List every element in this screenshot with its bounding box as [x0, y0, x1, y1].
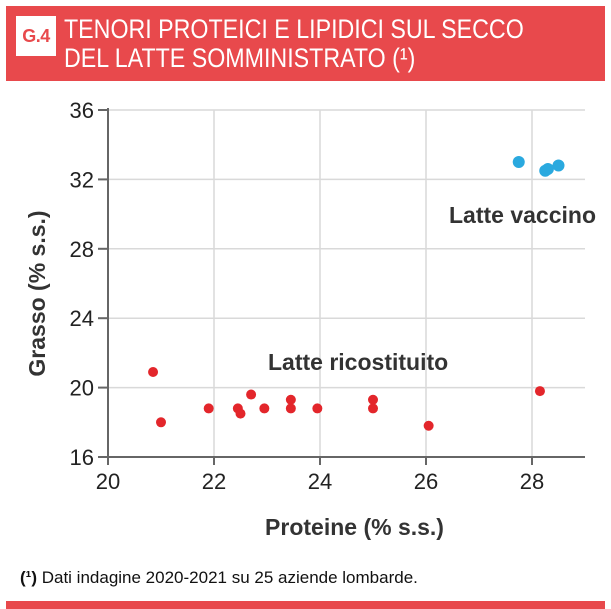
chart-title-line-1: TENORI PROTEICI E LIPIDICI SUL SECCO — [64, 14, 524, 44]
data-point — [259, 403, 270, 414]
chart-header: G.4 TENORI PROTEICI E LIPIDICI SUL SECCO… — [6, 6, 605, 81]
data-point — [235, 408, 246, 419]
y-tick-label: 20 — [70, 376, 94, 401]
x-tick-label: 28 — [520, 469, 544, 494]
data-point — [368, 403, 378, 414]
x-tick-label: 20 — [96, 469, 120, 494]
x-tick-label: 24 — [308, 469, 332, 494]
data-point — [285, 394, 296, 405]
figure-badge: G.4 — [16, 16, 56, 56]
y-tick-label: 24 — [70, 306, 94, 331]
data-point — [203, 403, 214, 414]
data-point — [246, 389, 257, 400]
x-axis-title: Proteine (% s.s.) — [265, 514, 444, 540]
data-point — [552, 159, 565, 172]
y-axis-title: Grasso (% s.s.) — [24, 210, 50, 376]
y-tick-label: 32 — [70, 167, 94, 192]
data-point — [156, 417, 166, 428]
data-point — [148, 366, 159, 377]
data-point — [512, 156, 525, 169]
footnote: (¹) Dati indagine 2020-2021 su 25 aziend… — [20, 568, 418, 588]
chart-title: TENORI PROTEICI E LIPIDICI SUL SECCO DEL… — [64, 15, 528, 73]
data-point — [423, 420, 434, 431]
y-tick-label: 36 — [70, 98, 94, 123]
data-point — [541, 162, 554, 175]
series-label-ricostituito: Latte ricostituito — [268, 349, 448, 375]
bottom-rule — [6, 601, 605, 609]
data-point — [312, 403, 323, 414]
data-point — [285, 403, 296, 414]
data-point — [368, 394, 378, 405]
footnote-text: Dati indagine 2020-2021 su 25 aziende lo… — [41, 568, 418, 587]
y-tick-label: 16 — [70, 445, 94, 470]
series-label-vaccino: Latte vaccino — [449, 202, 596, 228]
x-tick-label: 26 — [414, 469, 438, 494]
chart-title-line-2: DEL LATTE SOMMINISTRATO (¹) — [64, 43, 416, 73]
x-tick-label: 22 — [202, 469, 226, 494]
footnote-marker: (¹) — [20, 568, 37, 587]
data-point — [534, 386, 545, 397]
y-tick-label: 28 — [70, 237, 94, 262]
